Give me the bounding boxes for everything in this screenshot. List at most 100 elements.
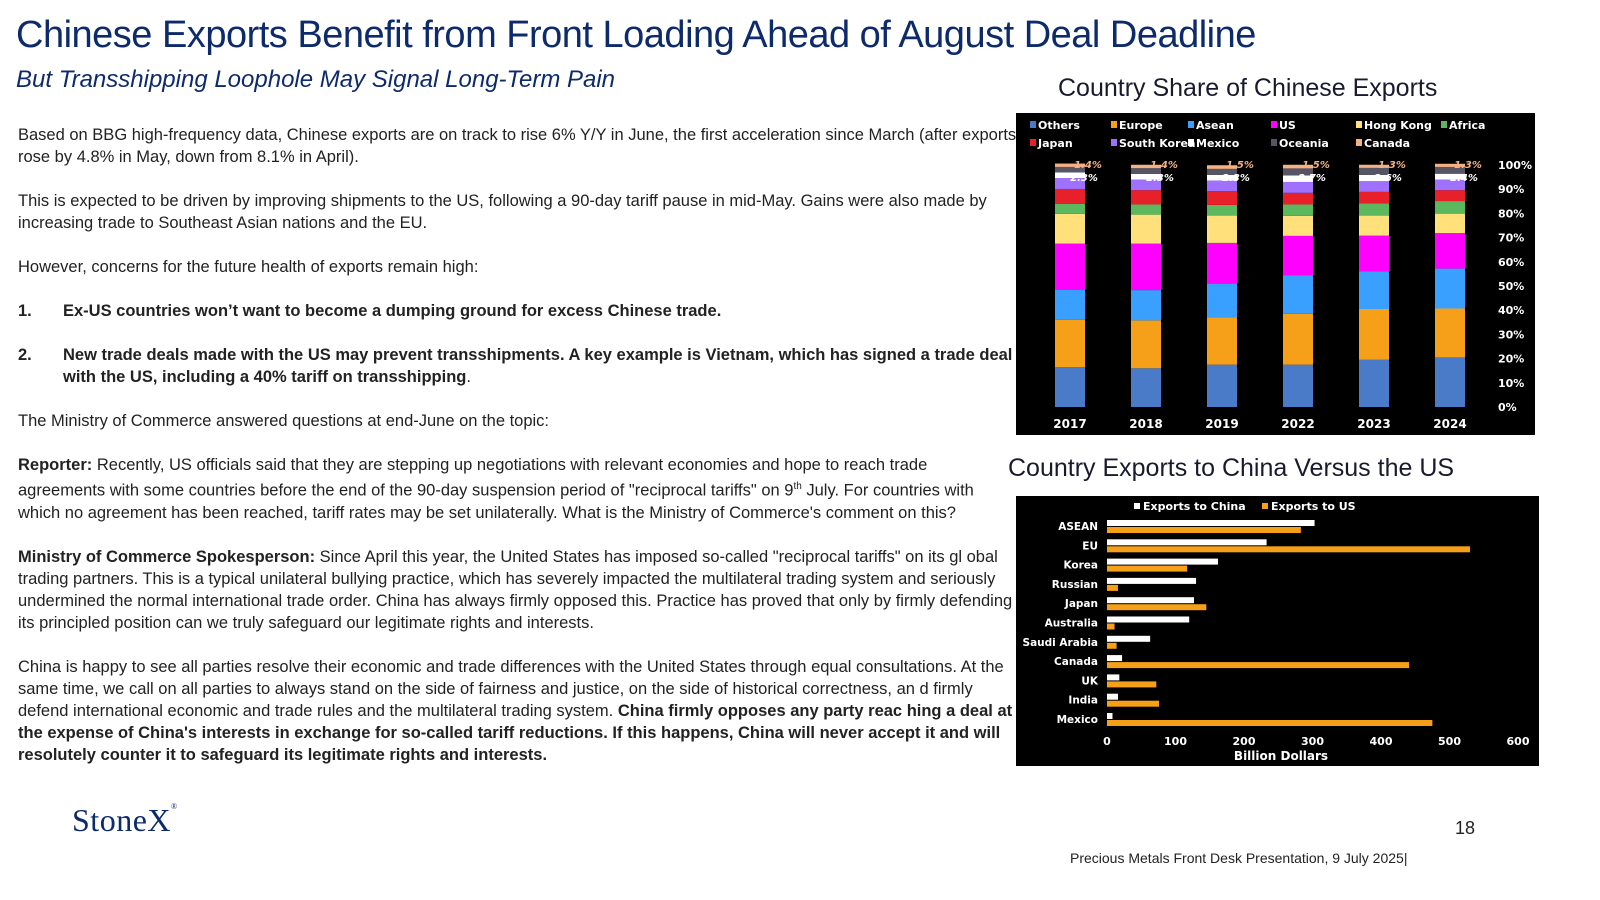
bar-segment	[1207, 283, 1237, 318]
bar-segment	[1283, 164, 1313, 169]
legend-label: Others	[1038, 119, 1080, 132]
bar-segment	[1359, 167, 1389, 175]
bar-segment	[1359, 235, 1389, 272]
bar-segment	[1359, 308, 1389, 360]
bar-segment	[1207, 180, 1237, 192]
x-tick-label: 200	[1233, 735, 1256, 748]
bar-segment	[1435, 179, 1465, 191]
legend-swatch	[1134, 503, 1140, 509]
bar	[1107, 546, 1471, 553]
paragraph-5-text: China is happy to see all parties resolv…	[18, 657, 1004, 720]
reporter-text-a: Recently, US officials said that they ar…	[18, 456, 928, 500]
bar	[1107, 565, 1188, 572]
data-label-mexico: 2.3%	[1222, 173, 1250, 184]
legend-label: US	[1279, 119, 1296, 132]
bar-segment	[1435, 166, 1465, 174]
data-label-canada: 1.5%	[1302, 160, 1330, 171]
bar-segment	[1131, 290, 1161, 321]
item-text-bold: New trade deals made with the US may pre…	[63, 346, 1013, 386]
chart1-title: Country Share of Chinese Exports	[1058, 74, 1438, 102]
horizontal-bar-chart: Exports to China Exports to US ASEAN EU Kore…	[1023, 500, 1530, 763]
data-label-canada: 1.4%	[1074, 160, 1102, 171]
legend-swatch	[1271, 121, 1277, 128]
bar-segment	[1283, 192, 1313, 205]
category-label: Japan	[1064, 598, 1098, 610]
category-label: ASEAN	[1058, 521, 1098, 533]
bar-segment	[1055, 163, 1085, 167]
page-number: 18	[1455, 818, 1476, 838]
data-label-mexico: 2.3%	[1070, 173, 1098, 184]
paragraph-2: This is expected to be driven by improvi…	[18, 192, 987, 232]
bar-segment	[1207, 191, 1237, 205]
bar-segment	[1131, 179, 1161, 191]
y-tick-label: 20%	[1498, 353, 1524, 366]
x-tick-label: 2022	[1281, 417, 1314, 431]
x-tick-label: 2024	[1433, 417, 1466, 431]
legend-swatch	[1111, 139, 1117, 146]
bar-segment	[1207, 204, 1237, 216]
legend-label: Canada	[1364, 137, 1410, 150]
bar	[1107, 693, 1118, 700]
data-label-mexico: 2.4%	[1450, 173, 1478, 184]
bar-segment	[1283, 168, 1313, 176]
bar	[1107, 635, 1151, 642]
bar-segment	[1359, 203, 1389, 216]
bar-segment	[1207, 364, 1237, 407]
bar	[1107, 539, 1267, 546]
bar-segment	[1055, 203, 1085, 214]
bar-segment	[1131, 368, 1161, 407]
legend-label: Exports to China	[1143, 500, 1246, 513]
bar-segment	[1435, 163, 1465, 167]
category-label: Saudi Arabia	[1023, 637, 1098, 649]
bar-segment	[1435, 201, 1465, 214]
footer-text: Precious Metals Front Desk Presentation,…	[1070, 850, 1408, 866]
y-tick-label: 60%	[1498, 256, 1524, 269]
x-axis-label: Billion Dollars	[1234, 749, 1328, 763]
bar-segment	[1359, 174, 1389, 182]
bar-segment	[1283, 181, 1313, 193]
bar-segment	[1055, 289, 1085, 320]
chart2-title: Country Exports to China Versus the US	[1008, 454, 1455, 482]
bar-segment	[1283, 313, 1313, 365]
data-label-mexico: 2.7%	[1298, 173, 1326, 184]
bar	[1107, 604, 1207, 611]
bar-segment	[1435, 268, 1465, 309]
category-label: Australia	[1045, 618, 1098, 630]
legend-label: Europe	[1119, 119, 1163, 132]
category-label: UK	[1081, 675, 1099, 687]
bar-segment	[1055, 172, 1085, 179]
bar	[1107, 655, 1123, 662]
x-tick-label: 0	[1103, 735, 1111, 748]
y-tick-label: 50%	[1498, 280, 1524, 293]
numbered-item-1: 1. Ex-US countries won’t want to become …	[18, 300, 1018, 322]
bar-segment	[1359, 181, 1389, 192]
spokesperson-paragraph: Ministry of Commerce Spokesperson: Since…	[18, 546, 1018, 634]
bar-segment	[1283, 175, 1313, 182]
bar-segment	[1283, 215, 1313, 236]
legend-label: Hong Kong	[1364, 119, 1432, 132]
y-tick-label: 10%	[1498, 377, 1524, 390]
spokesperson-label: Ministry of Commerce Spokesperson:	[18, 547, 316, 566]
bar-segment	[1131, 243, 1161, 291]
category-label: Canada	[1054, 656, 1098, 668]
bar	[1107, 700, 1160, 707]
bar	[1107, 662, 1410, 669]
bar-segment	[1055, 367, 1085, 407]
y-tick-label: 30%	[1498, 328, 1524, 341]
bar-segment	[1055, 188, 1085, 204]
bar	[1107, 584, 1118, 591]
legend-label: Asean	[1196, 119, 1234, 132]
bar-segment	[1131, 190, 1161, 205]
paragraph-1: Based on BBG high-frequency data, Chines…	[18, 126, 1017, 166]
stonex-logo: StoneX®	[72, 802, 178, 839]
bar-segment	[1435, 173, 1465, 180]
bar-segment	[1435, 190, 1465, 202]
bar-segment	[1207, 317, 1237, 365]
bar-segment	[1283, 204, 1313, 216]
bar-segment	[1435, 233, 1465, 269]
legend-label: Exports to US	[1271, 500, 1356, 513]
paragraph-3: However, concerns for the future health …	[18, 258, 479, 276]
bar-segment	[1131, 168, 1161, 174]
bar-segment	[1055, 213, 1085, 244]
bar	[1107, 681, 1157, 688]
